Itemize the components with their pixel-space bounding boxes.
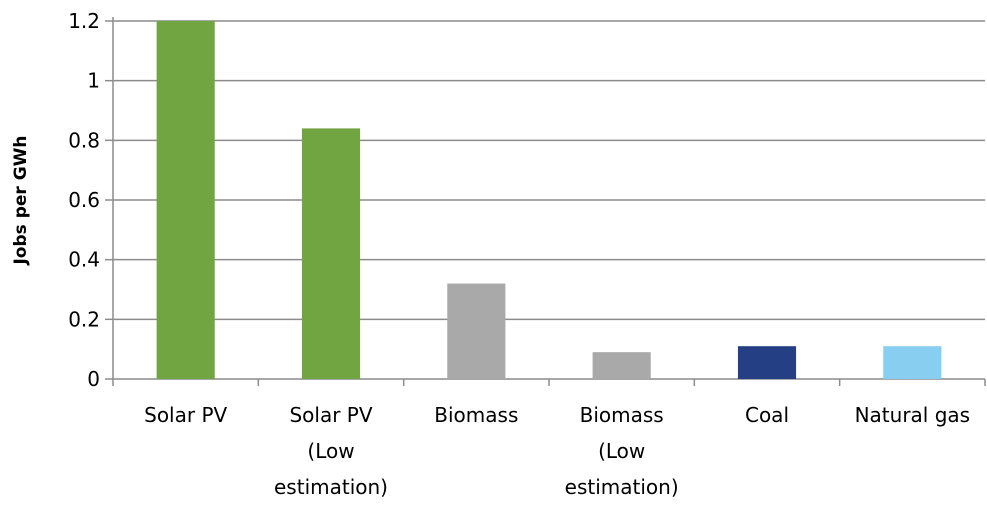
x-tick-label: Natural gas	[855, 403, 971, 427]
x-tick-label: Coal	[745, 403, 789, 427]
bar	[883, 346, 942, 379]
y-tick-label: 1	[87, 69, 100, 93]
y-tick-label: 0	[87, 367, 100, 391]
y-tick-label: 0.4	[68, 248, 100, 272]
x-tick-label: Solar PV	[144, 403, 227, 427]
y-tick-label: 0.2	[68, 307, 100, 331]
bar	[447, 283, 506, 379]
x-tick-label: Biomass (Low estimation)	[565, 403, 679, 499]
y-tick-label: 0.8	[68, 128, 100, 152]
bar	[592, 352, 651, 379]
x-tick-label: Biomass	[434, 403, 518, 427]
bar	[301, 128, 361, 379]
y-tick-label: 1.2	[68, 9, 100, 33]
x-tick-label: Solar PV (Low estimation)	[274, 403, 388, 499]
y-axis-label: Jobs per GWh	[11, 135, 31, 265]
bar	[156, 21, 215, 379]
y-tick-label: 0.6	[68, 188, 100, 212]
bar	[737, 346, 797, 379]
